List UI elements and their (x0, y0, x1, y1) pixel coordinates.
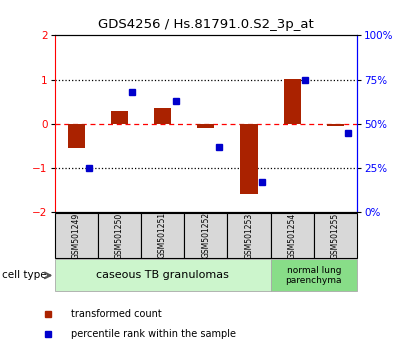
Text: GSM501252: GSM501252 (201, 212, 210, 258)
FancyBboxPatch shape (270, 213, 314, 258)
FancyBboxPatch shape (141, 213, 184, 258)
FancyBboxPatch shape (55, 259, 270, 291)
FancyBboxPatch shape (98, 213, 141, 258)
Text: GSM501251: GSM501251 (158, 212, 167, 258)
Text: cell type: cell type (2, 270, 47, 280)
Text: GSM501250: GSM501250 (115, 212, 124, 258)
Title: GDS4256 / Hs.81791.0.S2_3p_at: GDS4256 / Hs.81791.0.S2_3p_at (98, 18, 314, 32)
FancyBboxPatch shape (55, 213, 98, 258)
Text: GSM501255: GSM501255 (331, 212, 340, 258)
Bar (240, 124, 257, 194)
Text: caseous TB granulomas: caseous TB granulomas (96, 270, 229, 280)
Bar (197, 124, 215, 128)
Bar (154, 108, 171, 124)
Text: GSM501254: GSM501254 (288, 212, 297, 258)
Text: GSM501253: GSM501253 (244, 212, 254, 258)
FancyBboxPatch shape (228, 213, 270, 258)
FancyBboxPatch shape (184, 213, 227, 258)
Bar (111, 110, 128, 124)
Bar (284, 79, 301, 124)
FancyBboxPatch shape (314, 213, 357, 258)
Text: GSM501249: GSM501249 (72, 212, 81, 258)
Text: normal lung
parenchyma: normal lung parenchyma (286, 266, 342, 285)
Text: transformed count: transformed count (71, 309, 161, 319)
Bar (68, 124, 85, 148)
FancyBboxPatch shape (270, 259, 357, 291)
Text: percentile rank within the sample: percentile rank within the sample (71, 329, 236, 339)
Bar (327, 124, 344, 126)
